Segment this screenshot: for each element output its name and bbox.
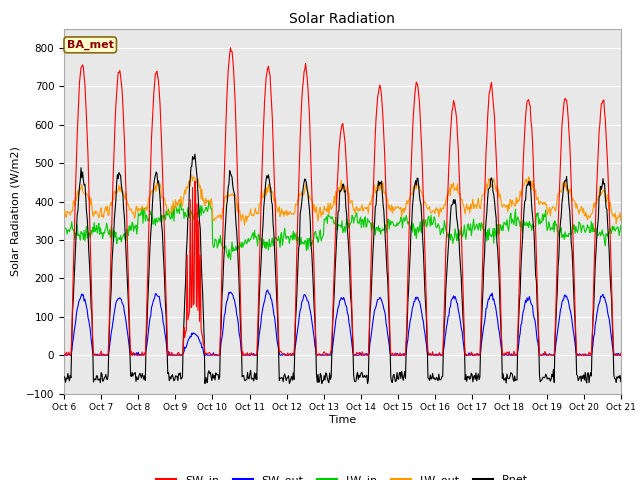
X-axis label: Time: Time — [329, 415, 356, 425]
Y-axis label: Solar Radiation (W/m2): Solar Radiation (W/m2) — [10, 146, 20, 276]
Legend: SW_in, SW_out, LW_in, LW_out, Rnet: SW_in, SW_out, LW_in, LW_out, Rnet — [152, 470, 533, 480]
Text: BA_met: BA_met — [67, 40, 114, 50]
Title: Solar Radiation: Solar Radiation — [289, 12, 396, 26]
